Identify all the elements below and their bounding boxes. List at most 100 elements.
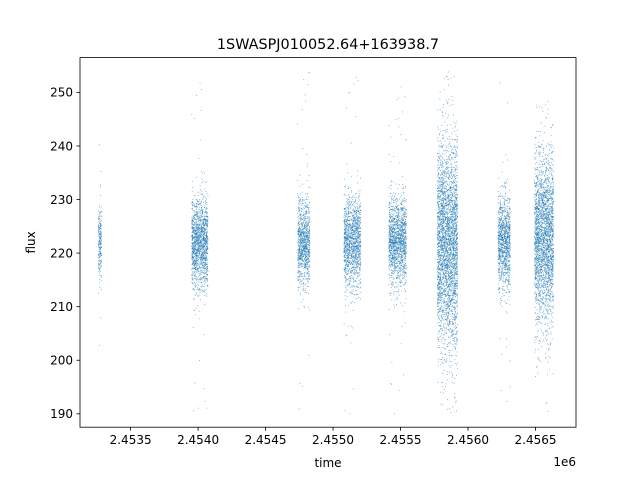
data-point	[206, 207, 208, 209]
data-point	[354, 255, 356, 256]
data-point	[100, 253, 102, 255]
data-point	[196, 259, 198, 261]
data-point	[197, 236, 199, 238]
data-point	[193, 266, 195, 268]
data-point	[343, 252, 345, 254]
data-point	[309, 255, 310, 257]
data-point	[197, 248, 199, 250]
data-point	[198, 234, 200, 236]
data-point	[404, 231, 406, 233]
data-point	[196, 238, 198, 240]
data-point	[307, 249, 309, 250]
data-point	[201, 230, 202, 232]
data-point	[299, 253, 301, 255]
data-point	[302, 260, 304, 262]
data-point	[357, 170, 359, 172]
data-point	[197, 272, 199, 274]
data-point	[100, 260, 102, 262]
data-point	[352, 232, 354, 234]
data-point	[193, 222, 195, 223]
data-point	[393, 291, 395, 293]
data-point	[192, 229, 194, 230]
data-point	[192, 271, 193, 273]
data-point	[196, 200, 198, 202]
data-point	[299, 198, 301, 200]
data-point	[350, 176, 352, 178]
data-point	[203, 244, 204, 246]
data-point	[349, 205, 351, 206]
data-point	[97, 254, 99, 256]
data-point	[352, 240, 353, 242]
data-point	[303, 240, 304, 242]
data-point	[199, 271, 201, 273]
data-point	[345, 240, 347, 242]
data-point	[348, 273, 350, 274]
data-point	[203, 197, 204, 199]
data-point	[359, 222, 361, 224]
data-point	[191, 247, 193, 249]
data-point	[349, 206, 351, 208]
data-point	[304, 265, 306, 267]
data-point	[207, 225, 208, 227]
data-point	[192, 253, 194, 255]
data-point	[354, 216, 356, 218]
data-point	[202, 232, 204, 233]
data-point	[303, 268, 305, 269]
data-point	[401, 263, 403, 264]
data-point	[192, 267, 194, 269]
data-point	[393, 234, 395, 236]
data-point	[192, 228, 194, 229]
data-point	[300, 233, 301, 235]
data-point	[397, 259, 399, 261]
data-point	[302, 248, 304, 250]
data-point	[196, 235, 198, 237]
data-point	[203, 255, 205, 257]
data-point	[194, 240, 196, 242]
data-point	[358, 275, 360, 277]
data-point	[354, 268, 356, 270]
data-point	[201, 256, 203, 258]
data-point	[308, 175, 310, 176]
data-point	[354, 220, 356, 222]
data-point	[301, 227, 303, 228]
data-point	[99, 272, 101, 274]
data-point	[391, 205, 393, 207]
point-cluster	[97, 144, 102, 346]
data-point	[207, 218, 209, 220]
data-point	[346, 259, 348, 261]
data-point	[99, 287, 101, 289]
data-point	[356, 206, 358, 208]
data-point	[348, 235, 350, 236]
data-point	[400, 343, 402, 345]
data-point	[196, 240, 198, 242]
data-point	[358, 204, 360, 206]
data-point	[302, 240, 304, 242]
data-point	[344, 410, 346, 411]
data-point	[201, 225, 203, 227]
data-point	[197, 249, 199, 251]
data-point	[201, 190, 203, 192]
data-point	[194, 241, 195, 243]
data-point	[359, 233, 361, 235]
data-point	[203, 251, 205, 253]
data-point	[200, 233, 202, 235]
data-point	[196, 230, 198, 232]
data-point	[309, 278, 311, 280]
data-point	[204, 259, 206, 261]
data-point	[202, 247, 203, 249]
data-point	[100, 238, 102, 240]
data-point	[394, 268, 396, 270]
data-point	[302, 200, 304, 201]
data-point	[344, 241, 346, 243]
data-point	[303, 275, 305, 277]
data-point	[308, 265, 310, 267]
data-point	[350, 207, 352, 209]
data-point	[206, 234, 207, 236]
data-point	[194, 236, 195, 238]
data-point	[100, 206, 102, 208]
data-point	[400, 213, 402, 215]
data-point	[348, 230, 349, 231]
data-point	[199, 242, 201, 244]
data-point	[201, 216, 203, 218]
data-point	[302, 266, 303, 267]
